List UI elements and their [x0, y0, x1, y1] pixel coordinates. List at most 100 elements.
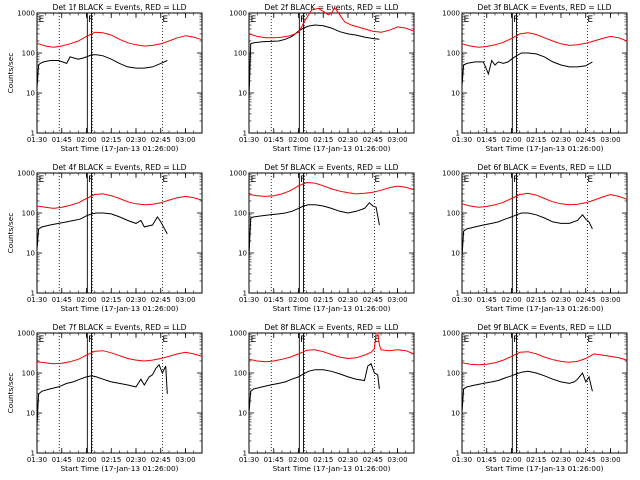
- panel-title: Det 7f BLACK = Events, RED = LLD: [53, 323, 187, 332]
- x-tick-label: 02:45: [363, 456, 383, 464]
- x-tick-label: 02:45: [576, 296, 596, 304]
- y-tick-label: 1000: [442, 10, 460, 18]
- marker-label: E: [587, 335, 593, 345]
- plot-frame: [36, 12, 203, 134]
- y-tick-label: 1: [456, 450, 460, 458]
- x-tick-label: 02:15: [101, 296, 121, 304]
- x-tick-label: 01:30: [239, 296, 259, 304]
- y-tick-label: 1: [456, 290, 460, 298]
- y-tick-label: 1: [31, 450, 35, 458]
- plot-frame: [461, 12, 628, 134]
- marker-label: F: [300, 15, 305, 25]
- marker-label: E: [374, 175, 380, 185]
- x-tick-label: 02:00: [288, 456, 308, 464]
- series-lld: [461, 192, 628, 208]
- x-tick-label: 02:45: [363, 296, 383, 304]
- x-tick-label: 03:00: [175, 456, 195, 464]
- panel-title: Det 1f BLACK = Events, RED = LLD: [53, 3, 187, 12]
- x-tick-label: 02:30: [338, 136, 358, 144]
- x-tick-label: 01:30: [27, 296, 47, 304]
- panel-5: Det 5f BLACK = Events, RED = LLD 1 10 100 10…: [229, 163, 415, 313]
- x-tick-label: 02:00: [501, 136, 521, 144]
- marker-label: E: [464, 175, 470, 185]
- x-axis-label: Start Time (17-Jan-13 01:26:00): [60, 464, 178, 473]
- plot-frame: [461, 172, 628, 294]
- panel-1: Det 1f BLACK = Events, RED = LLD 1 10 100 10…: [6, 3, 203, 153]
- y-tick-label: 10: [26, 410, 35, 418]
- x-tick-label: 01:45: [52, 296, 72, 304]
- plot-frame: [461, 332, 628, 454]
- panel-title: Det 3f BLACK = Events, RED = LLD: [478, 3, 612, 12]
- series-events: [248, 363, 380, 414]
- x-tick-label: 02:00: [288, 296, 308, 304]
- panel-title: Det 8f BLACK = Events, RED = LLD: [265, 323, 399, 332]
- marker-label: E: [162, 175, 168, 185]
- series-events: [248, 202, 380, 257]
- x-axis-label: Start Time (17-Jan-13 01:26:00): [485, 144, 603, 153]
- y-tick-label: 100: [234, 210, 247, 218]
- plot-frame: [248, 12, 415, 134]
- y-tick-label: 1000: [442, 330, 460, 338]
- y-tick-label: 100: [447, 50, 460, 58]
- y-axis-label: Counts/sec: [6, 53, 15, 94]
- y-tick-label: 10: [451, 410, 460, 418]
- plot-frame: [248, 172, 415, 294]
- marker-label: E: [251, 335, 257, 345]
- marker-label: F: [88, 335, 93, 345]
- x-axis-label: Start Time (17-Jan-13 01:26:00): [272, 144, 390, 153]
- panel-title: Det 5f BLACK = Events, RED = LLD: [265, 163, 399, 172]
- x-axis-label: Start Time (17-Jan-13 01:26:00): [60, 144, 178, 153]
- y-tick-label: 10: [451, 250, 460, 258]
- panel-2: Det 2f BLACK = Events, RED = LLD 1 10 100 10…: [229, 3, 415, 153]
- marker-label: F: [300, 335, 305, 345]
- marker-label: E: [464, 15, 470, 25]
- x-tick-label: 03:00: [600, 136, 620, 144]
- x-tick-label: 02:15: [313, 296, 333, 304]
- x-tick-label: 03:00: [387, 296, 407, 304]
- x-axis-label: Start Time (17-Jan-13 01:26:00): [485, 304, 603, 313]
- y-tick-label: 100: [447, 210, 460, 218]
- x-tick-label: 01:30: [452, 456, 472, 464]
- series-events: [36, 363, 168, 426]
- y-tick-label: 1: [31, 130, 35, 138]
- series-events: [461, 52, 593, 87]
- series-events: [461, 212, 593, 257]
- y-tick-label: 100: [22, 370, 35, 378]
- series-lld: [248, 332, 415, 363]
- y-tick-label: 10: [238, 250, 247, 258]
- marker-label: E: [464, 335, 470, 345]
- x-tick-label: 01:30: [27, 136, 47, 144]
- marker-label: E: [587, 15, 593, 25]
- x-tick-label: 03:00: [387, 456, 407, 464]
- x-axis-label: Start Time (17-Jan-13 01:26:00): [485, 464, 603, 473]
- panel-title: Det 6f BLACK = Events, RED = LLD: [478, 163, 612, 172]
- y-tick-label: 1: [243, 290, 247, 298]
- x-tick-label: 02:15: [526, 456, 546, 464]
- x-tick-label: 03:00: [600, 456, 620, 464]
- panel-8: Det 8f BLACK = Events, RED = LLD 1 10 100 10…: [229, 323, 415, 473]
- marker-label: F: [88, 15, 93, 25]
- x-tick-label: 02:30: [551, 296, 571, 304]
- x-tick-label: 03:00: [600, 296, 620, 304]
- x-tick-label: 01:45: [52, 456, 72, 464]
- marker-label: F: [300, 175, 305, 185]
- x-tick-label: 02:00: [76, 456, 96, 464]
- x-tick-label: 02:00: [288, 136, 308, 144]
- y-tick-label: 100: [22, 210, 35, 218]
- y-tick-label: 10: [238, 90, 247, 98]
- marker-label: E: [251, 15, 257, 25]
- x-tick-label: 01:45: [264, 456, 284, 464]
- x-tick-label: 02:00: [76, 296, 96, 304]
- marker-label: E: [374, 335, 380, 345]
- x-axis-label: Start Time (17-Jan-13 01:26:00): [272, 304, 390, 313]
- x-tick-label: 02:15: [526, 296, 546, 304]
- x-tick-label: 01:45: [477, 296, 497, 304]
- x-tick-label: 03:00: [175, 296, 195, 304]
- x-tick-label: 02:45: [151, 296, 171, 304]
- marker-label: F: [513, 175, 518, 185]
- y-tick-label: 1000: [17, 170, 35, 178]
- x-axis-label: Start Time (17-Jan-13 01:26:00): [272, 464, 390, 473]
- series-lld: [461, 32, 628, 48]
- x-tick-label: 02:30: [338, 296, 358, 304]
